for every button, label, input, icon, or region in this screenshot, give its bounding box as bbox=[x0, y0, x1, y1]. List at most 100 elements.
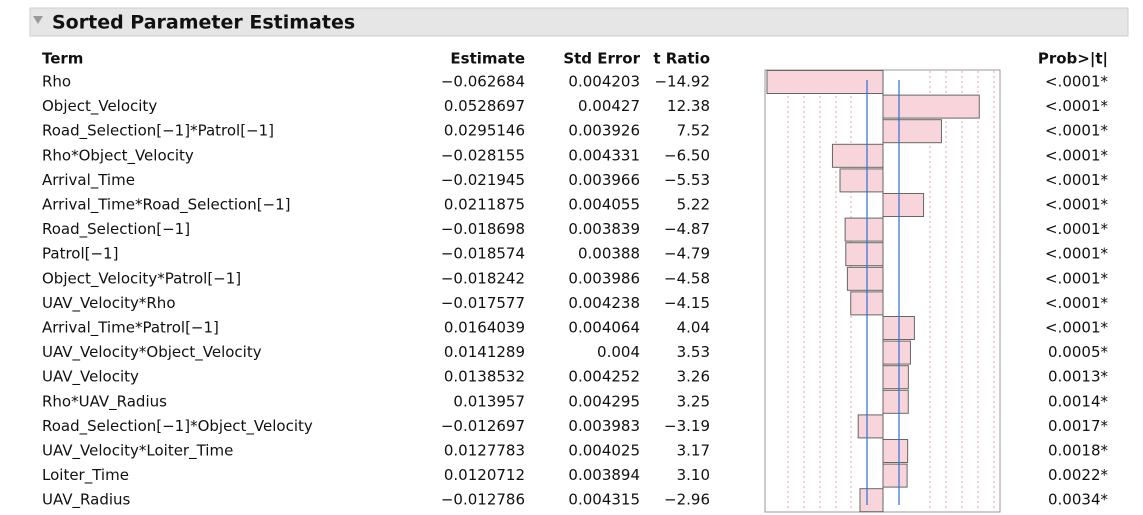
cell-estimate: 0.0528697 bbox=[444, 97, 525, 115]
cell-t-ratio: −14.92 bbox=[654, 73, 710, 91]
t-ratio-bar bbox=[857, 414, 884, 439]
cell-prob: <.0001* bbox=[1045, 122, 1109, 140]
t-ratio-bar bbox=[839, 168, 884, 193]
cell-prob: 0.0034* bbox=[1048, 491, 1108, 509]
t-ratio-bar bbox=[882, 340, 911, 365]
t-ratio-bar bbox=[882, 463, 908, 488]
cell-term: UAV_Velocity*Loiter_Time bbox=[42, 442, 233, 461]
cell-std-error: 0.003986 bbox=[568, 269, 640, 287]
cell-t-ratio: −3.19 bbox=[664, 417, 710, 435]
cell-term: Object_Velocity bbox=[42, 97, 157, 116]
cell-t-ratio: −2.96 bbox=[664, 491, 710, 509]
cell-std-error: 0.004064 bbox=[568, 319, 640, 337]
cell-term: Object_Velocity*Patrol[−1] bbox=[42, 269, 241, 288]
cell-std-error: 0.00388 bbox=[578, 245, 640, 263]
cell-term: Arrival_Time*Road_Selection[−1] bbox=[42, 196, 291, 215]
cell-std-error: 0.00427 bbox=[578, 97, 640, 115]
cell-prob: 0.0018* bbox=[1048, 442, 1108, 460]
column-header: Term bbox=[42, 50, 83, 68]
t-ratio-bar bbox=[882, 365, 909, 390]
cell-term: Rho*UAV_Radius bbox=[42, 392, 167, 411]
cell-std-error: 0.004 bbox=[597, 343, 640, 361]
cell-t-ratio: −5.53 bbox=[664, 171, 710, 189]
cell-prob: <.0001* bbox=[1045, 146, 1109, 164]
cell-t-ratio: −6.50 bbox=[664, 146, 710, 164]
cell-term: Arrival_Time bbox=[42, 171, 135, 190]
column-header: Estimate bbox=[450, 50, 525, 68]
plot bbox=[764, 69, 1001, 513]
cell-std-error: 0.004203 bbox=[568, 73, 640, 91]
cell-t-ratio: 3.53 bbox=[677, 343, 710, 361]
cell-std-error: 0.004331 bbox=[568, 146, 640, 164]
cell-estimate: −0.017577 bbox=[441, 294, 525, 312]
t-ratio-bar bbox=[859, 488, 884, 513]
cell-std-error: 0.004252 bbox=[568, 368, 640, 386]
cell-term: Patrol[−1] bbox=[42, 245, 118, 263]
t-ratio-bar bbox=[844, 217, 884, 242]
cell-estimate: −0.028155 bbox=[441, 146, 525, 164]
cell-std-error: 0.003966 bbox=[568, 171, 640, 189]
cell-estimate: −0.021945 bbox=[441, 171, 525, 189]
t-ratio-bar bbox=[845, 242, 884, 267]
report-title: Sorted Parameter Estimates bbox=[52, 12, 355, 34]
cell-prob: 0.0017* bbox=[1048, 417, 1108, 435]
t-ratio-bar bbox=[882, 193, 925, 217]
cell-term: UAV_Velocity*Object_Velocity bbox=[42, 343, 262, 362]
cell-prob: <.0001* bbox=[1045, 97, 1109, 115]
cell-std-error: 0.004055 bbox=[568, 196, 640, 214]
cell-estimate: 0.0138532 bbox=[444, 368, 525, 386]
cell-prob: <.0001* bbox=[1045, 196, 1109, 214]
cell-estimate: −0.018698 bbox=[441, 220, 525, 238]
cell-prob: <.0001* bbox=[1045, 319, 1109, 337]
cell-t-ratio: 12.38 bbox=[667, 97, 710, 115]
cell-prob: <.0001* bbox=[1045, 220, 1109, 238]
column-header: Std Error bbox=[563, 50, 640, 68]
cell-estimate: 0.0120712 bbox=[444, 466, 525, 484]
t-ratio-bar bbox=[882, 119, 942, 144]
t-ratio-bar bbox=[846, 266, 884, 291]
cell-prob: 0.0022* bbox=[1048, 466, 1108, 484]
cell-prob: <.0001* bbox=[1045, 171, 1109, 189]
cell-t-ratio: 3.10 bbox=[677, 466, 710, 484]
cell-estimate: −0.018574 bbox=[441, 245, 525, 263]
cell-term: Arrival_Time*Patrol[−1] bbox=[42, 319, 219, 338]
cell-term: Road_Selection[−1]*Object_Velocity bbox=[42, 417, 313, 436]
cell-t-ratio: −4.15 bbox=[664, 294, 710, 312]
cell-std-error: 0.003839 bbox=[568, 220, 640, 238]
cell-std-error: 0.004315 bbox=[568, 491, 640, 509]
cell-estimate: 0.0127783 bbox=[444, 442, 525, 460]
cell-estimate: 0.013957 bbox=[453, 392, 525, 410]
t-ratio-bar bbox=[882, 94, 980, 119]
cell-prob: <.0001* bbox=[1045, 245, 1109, 263]
cell-std-error: 0.003894 bbox=[568, 466, 640, 484]
cell-prob: 0.0005* bbox=[1048, 343, 1108, 361]
t-ratio-bar bbox=[882, 389, 909, 414]
cell-prob: <.0001* bbox=[1045, 73, 1109, 91]
reference-lines bbox=[787, 71, 995, 511]
cell-std-error: 0.004025 bbox=[568, 442, 640, 460]
cell-prob: 0.0013* bbox=[1048, 368, 1108, 386]
cell-term: Rho*Object_Velocity bbox=[42, 146, 194, 165]
cell-std-error: 0.003983 bbox=[568, 417, 640, 435]
header-bar bbox=[29, 7, 1129, 37]
cell-estimate: −0.018242 bbox=[441, 269, 525, 287]
cell-t-ratio: 3.26 bbox=[677, 368, 710, 386]
cell-std-error: 0.004295 bbox=[568, 392, 640, 410]
cell-t-ratio: 4.04 bbox=[677, 319, 710, 337]
column-header: Prob>|t| bbox=[1038, 50, 1108, 69]
cell-term: Loiter_Time bbox=[42, 466, 129, 485]
cell-t-ratio: 3.25 bbox=[677, 392, 710, 410]
cell-term: Road_Selection[−1] bbox=[42, 220, 190, 239]
cell-term: UAV_Radius bbox=[42, 491, 131, 510]
cell-estimate: −0.062684 bbox=[441, 73, 525, 91]
cell-t-ratio: 7.52 bbox=[677, 122, 710, 140]
column-header: t Ratio bbox=[653, 50, 710, 68]
t-ratio-bar bbox=[882, 439, 909, 463]
cell-term: Road_Selection[−1]*Patrol[−1] bbox=[42, 122, 274, 141]
cell-std-error: 0.003926 bbox=[568, 122, 640, 140]
cell-estimate: −0.012697 bbox=[441, 417, 525, 435]
cell-term: UAV_Velocity*Rho bbox=[42, 294, 176, 313]
disclosure-icon[interactable] bbox=[33, 16, 43, 24]
